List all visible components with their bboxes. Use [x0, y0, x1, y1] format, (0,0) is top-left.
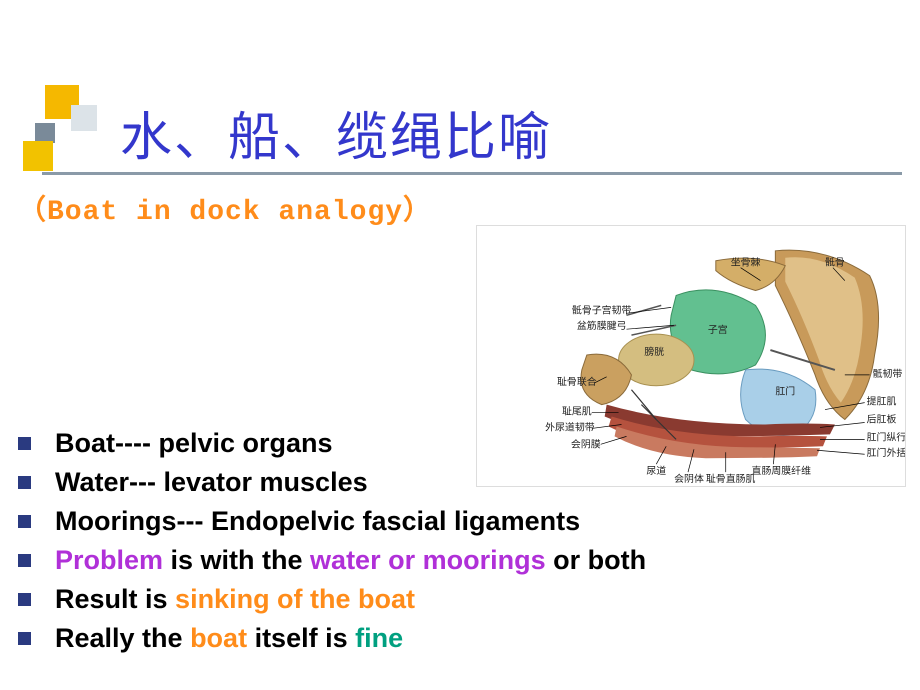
title-decor — [15, 85, 85, 170]
title-rule — [42, 172, 902, 175]
bullet-item: Really the boat itself is fine — [18, 623, 898, 654]
diagram-label: 坐骨棘 — [731, 257, 761, 269]
bullet-text: Moorings--- Endopelvic fascial ligaments — [55, 506, 580, 537]
bullet-text: is with the — [163, 545, 310, 575]
decor-square — [35, 123, 55, 143]
diagram-label: 提肛肌 — [867, 396, 897, 408]
diagram-label: 骶骨 — [825, 257, 845, 269]
diagram-label: 后肛板 — [867, 412, 897, 425]
bullet-item: Result is sinking of the boat — [18, 584, 898, 615]
diagram-label: 盆筋膜腱弓 — [577, 319, 627, 332]
bullet-text: Really the — [55, 623, 190, 653]
bullet-highlight: boat — [190, 623, 247, 653]
bullet-list: Boat---- pelvic organs Water--- levator … — [18, 428, 898, 662]
bullet-square-icon — [18, 593, 31, 606]
bullet-highlight: fine — [355, 623, 403, 653]
bullet-square-icon — [18, 515, 31, 528]
decor-square — [71, 105, 97, 131]
diagram-label: 耻骨联合 — [557, 375, 597, 388]
bullet-highlight: water or moorings — [310, 545, 546, 575]
diagram-label: 子宫 — [708, 323, 728, 336]
bullet-square-icon — [18, 632, 31, 645]
page-subtitle: （Boat in dock analogy） — [18, 188, 432, 228]
bullet-highlight: sinking of the boat — [175, 584, 415, 614]
bullet-square-icon — [18, 554, 31, 567]
bullet-text: or both — [546, 545, 646, 575]
diagram-label: 耻尾肌 — [562, 405, 592, 418]
bullet-square-icon — [18, 476, 31, 489]
bullet-text: itself is — [247, 623, 355, 653]
diagram-label: 骶韧带 — [873, 368, 903, 380]
diagram-label: 骶骨子宫韧带 — [572, 303, 632, 316]
diagram-label: 肛门 — [775, 385, 795, 398]
bullet-text: Water--- levator muscles — [55, 467, 368, 498]
bullet-item: Moorings--- Endopelvic fascial ligaments — [18, 506, 898, 537]
bullet-text: Boat---- pelvic organs — [55, 428, 333, 459]
decor-square — [23, 141, 53, 171]
bullet-square-icon — [18, 437, 31, 450]
page-title: 水、船、缆绳比喻 — [120, 95, 552, 170]
bullet-item: Water--- levator muscles — [18, 467, 898, 498]
diagram-label: 膀胱 — [644, 345, 664, 358]
bullet-item: Problem is with the water or moorings or… — [18, 545, 898, 576]
bullet-highlight: Problem — [55, 545, 163, 575]
bullet-text: Result is — [55, 584, 175, 614]
ligament-line — [626, 305, 661, 315]
bullet-item: Boat---- pelvic organs — [18, 428, 898, 459]
